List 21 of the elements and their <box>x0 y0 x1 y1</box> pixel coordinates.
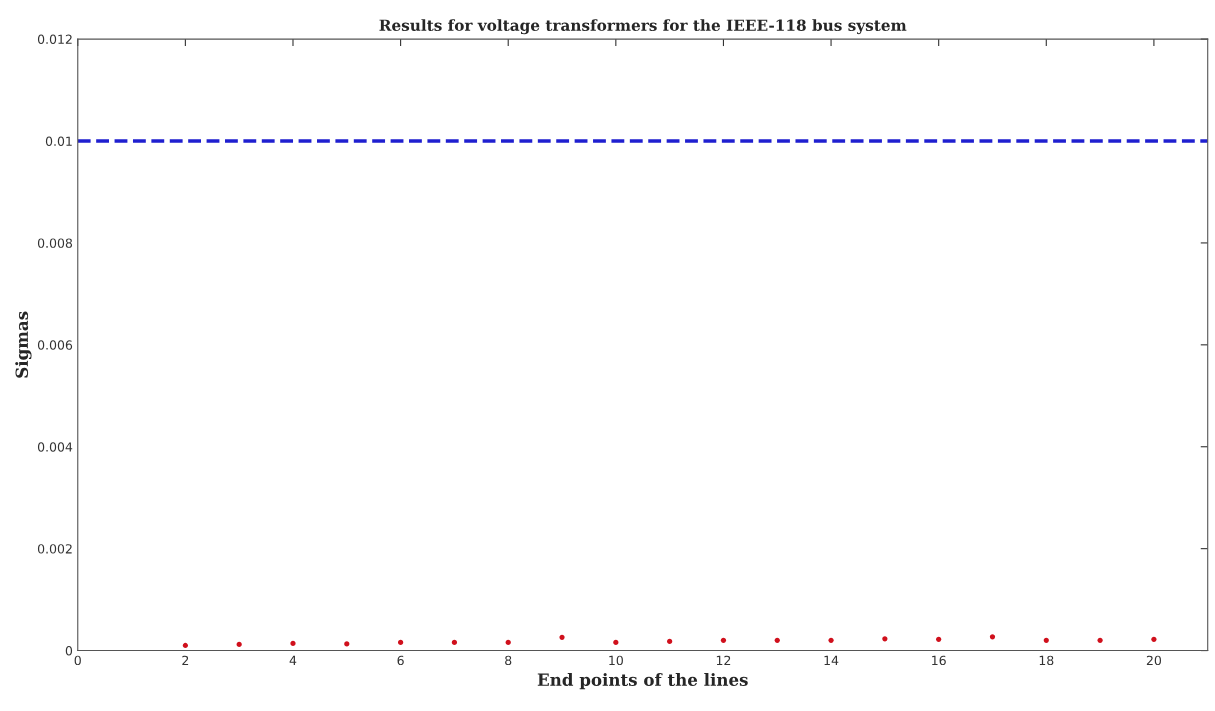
x-tick-label: 2 <box>182 655 189 665</box>
x-tick-label: 16 <box>932 655 946 666</box>
y-tick-label: 0.004 <box>37 442 73 452</box>
x-tick-label: 8 <box>505 655 512 666</box>
x-tick-label: 18 <box>1039 655 1054 666</box>
x-tick-label: 0 <box>74 655 81 666</box>
y-tick-label: 0.01 <box>45 136 72 146</box>
y-axis-title: Sigmas <box>15 311 32 378</box>
x-tick-label: 12 <box>716 655 731 665</box>
chart-title: Results for voltage transformers for the IEEE-118 bus system <box>379 19 907 35</box>
x-tick-label: 6 <box>397 655 404 666</box>
y-tick-label: 0.006 <box>37 340 73 350</box>
y-tick-label: 0 <box>65 646 73 656</box>
x-tick-label: 10 <box>609 655 623 666</box>
x-tick-label: 4 <box>289 655 297 665</box>
x-tick-label: 20 <box>1146 655 1162 666</box>
y-tick-label: 0.012 <box>37 34 72 45</box>
x-tick-label: 14 <box>824 655 839 665</box>
y-tick-label: 0.002 <box>37 544 72 554</box>
y-tick-label: 0.008 <box>37 238 73 248</box>
x-axis-title: End points of the lines <box>537 673 748 690</box>
